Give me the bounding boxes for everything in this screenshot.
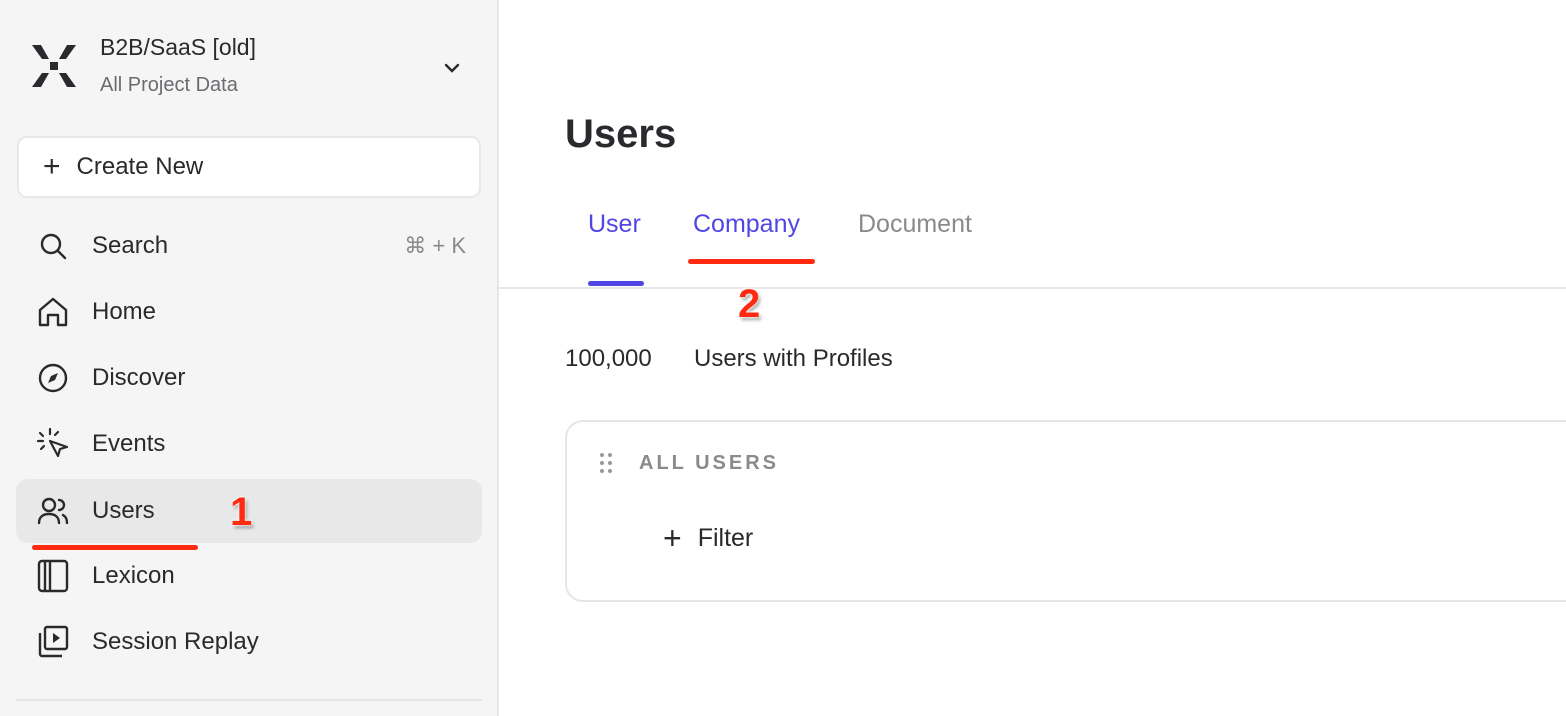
tabs-divider — [499, 287, 1566, 289]
filter-label: Filter — [697, 523, 754, 552]
annotation-step-1: 1 — [230, 490, 253, 534]
cursor-click-icon — [36, 427, 70, 461]
create-new-label: Create New — [76, 153, 204, 180]
replay-icon — [36, 625, 70, 659]
sidebar-divider — [16, 699, 482, 701]
sidebar-item-home[interactable]: Home — [16, 280, 482, 344]
card-header: ALL USERS — [639, 452, 779, 474]
sidebar-item-label: Session Replay — [92, 628, 259, 655]
create-new-button[interactable]: + Create New — [17, 136, 481, 198]
user-count-label: Users with Profiles — [694, 345, 893, 372]
sidebar-item-label: Events — [92, 430, 166, 457]
sidebar-item-label: Lexicon — [92, 562, 175, 589]
compass-icon — [36, 361, 70, 395]
chevron-down-icon[interactable] — [440, 56, 464, 80]
sidebar: B2B/SaaS [old] All Project Data + Create… — [0, 0, 499, 716]
drag-handle-icon[interactable] — [599, 452, 613, 474]
home-icon — [36, 295, 70, 329]
project-subtitle: All Project Data — [100, 74, 238, 96]
all-users-card: ALL USERS + Filter — [565, 420, 1566, 602]
sidebar-item-lexicon[interactable]: Lexicon — [16, 544, 482, 608]
annotation-step-2: 2 — [738, 282, 761, 326]
add-filter-button[interactable]: + Filter — [663, 522, 753, 554]
sidebar-item-label: Home — [92, 298, 157, 325]
search-shortcut: ⌘ + K — [404, 233, 466, 258]
users-icon — [36, 494, 70, 528]
tab-user[interactable]: User — [588, 210, 641, 238]
sidebar-item-label: Search — [92, 232, 169, 259]
annotation-underline-users — [32, 545, 198, 550]
active-tab-indicator — [588, 281, 644, 286]
project-name[interactable]: B2B/SaaS [old] — [100, 34, 256, 60]
mixpanel-logo-icon — [32, 45, 76, 87]
tab-company[interactable]: Company — [693, 210, 800, 238]
search-icon — [36, 229, 70, 263]
plus-icon: + — [663, 520, 682, 556]
sidebar-item-users[interactable]: Users — [16, 479, 482, 543]
page-title: Users — [565, 112, 677, 156]
sidebar-item-search[interactable]: Search ⌘ + K — [16, 214, 482, 278]
sidebar-item-label: Users — [92, 497, 155, 524]
plus-icon: + — [43, 150, 61, 183]
annotation-underline-company — [688, 259, 815, 264]
tab-document[interactable]: Document — [858, 210, 972, 238]
sidebar-item-discover[interactable]: Discover — [16, 346, 482, 410]
sidebar-item-session-replay[interactable]: Session Replay — [16, 610, 482, 674]
user-count: 100,000 — [565, 345, 652, 372]
sidebar-item-label: Discover — [92, 364, 186, 391]
book-icon — [36, 559, 70, 593]
sidebar-item-events[interactable]: Events — [16, 412, 482, 476]
